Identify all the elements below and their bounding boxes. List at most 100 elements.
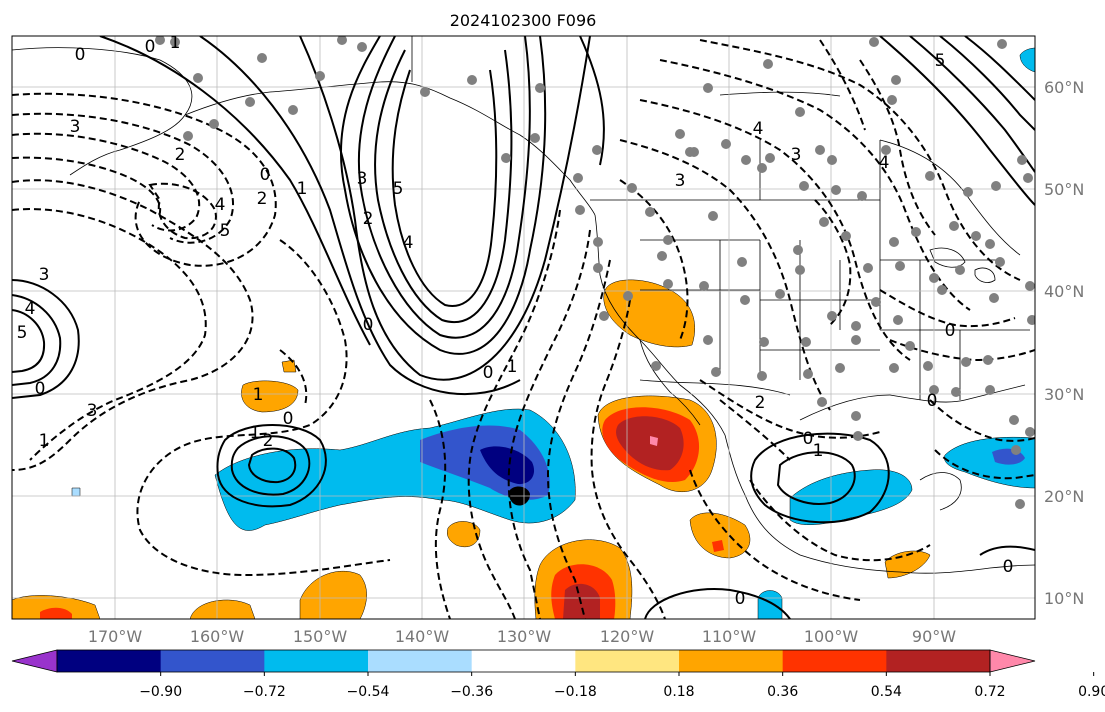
- clab-24: 3: [87, 401, 98, 421]
- contour-high-cp-2: [230, 435, 311, 496]
- colorbar-tick-label: 0.72: [974, 684, 1005, 700]
- contour-high-cp-3: [247, 447, 297, 484]
- anomaly-negative-tiny: [71, 487, 81, 497]
- clab-0: 0: [75, 45, 86, 65]
- contour-trough-3: [546, 259, 611, 619]
- contour-high-mx-2: [776, 451, 856, 505]
- colorbar-tick-label: 0.36: [767, 684, 798, 700]
- contour-low-np-6: [12, 179, 254, 471]
- contour-mx-low-2: [689, 469, 861, 601]
- colorbar-segment: [471, 650, 576, 672]
- coastline-great-lakes: [929, 247, 996, 283]
- clab-7: 0: [260, 165, 271, 185]
- clab-36: 4: [879, 153, 890, 173]
- contour-mx-low-1: [749, 479, 931, 562]
- clab-31: 0: [1003, 557, 1014, 577]
- anomaly-peak-baja: [650, 436, 658, 446]
- clab-10: 3: [357, 169, 368, 189]
- contour-ridge-3: [374, 49, 513, 323]
- map-title: 2024102300 F096: [450, 11, 597, 30]
- map-frame: [11, 35, 1036, 620]
- border-us-mexico: [639, 379, 791, 396]
- anomaly-positive-mexico-core: [712, 540, 724, 552]
- clab-38: 0: [927, 391, 938, 411]
- anomaly-positive-sw2-core: [40, 607, 72, 619]
- colorbar-segment: [886, 650, 991, 672]
- contour-ridge-5: [299, 36, 591, 381]
- colorbar-tick-label: 0.54: [871, 684, 902, 700]
- clab-32: 3: [675, 171, 686, 191]
- graticule: [12, 36, 1035, 619]
- contour-high-west-1: [12, 279, 80, 399]
- lon-label-130w: 130°W: [497, 627, 552, 646]
- contour-us-10: [719, 399, 791, 461]
- lat-label-20: 20°N: [1044, 487, 1084, 506]
- coastline-yucatan: [919, 472, 962, 511]
- clab-25: 0: [283, 409, 294, 429]
- border-states: [640, 200, 1030, 400]
- lon-label-100w: 100°W: [804, 627, 859, 646]
- clab-8: 1: [297, 179, 308, 199]
- coastline-alaska: [12, 47, 596, 216]
- anomaly-positive-sw2: [12, 595, 101, 619]
- clab-34: 5: [935, 51, 946, 71]
- anomaly-negative-small-south: [757, 590, 783, 619]
- colorbar-tick-label: 0.90: [1078, 684, 1105, 700]
- contour-us-4: [699, 39, 1021, 281]
- lon-label-90w: 90°W: [912, 627, 956, 646]
- clab-27: 2: [755, 393, 766, 413]
- contour-ne-2: [909, 36, 1035, 173]
- shaded-anomaly-fields: [12, 47, 1035, 619]
- anomaly-positive-small2: [447, 521, 481, 548]
- clab-2: 1: [170, 33, 181, 53]
- contour-ridge-6: [199, 36, 521, 396]
- contour-south-1: [644, 588, 791, 619]
- contour-high-mx-1: [750, 432, 890, 524]
- contour-ridge-2: [357, 36, 531, 339]
- clab-15: 1: [507, 357, 518, 377]
- colorbar-segment: [368, 650, 473, 672]
- contour-low-np-5: [148, 182, 217, 240]
- anomaly-positive-west: [299, 570, 367, 619]
- lon-label-150w: 150°W: [293, 627, 348, 646]
- contour-us-2: [639, 99, 911, 361]
- contour-low-np-2: [12, 112, 235, 244]
- clab-20: 0: [35, 379, 46, 399]
- lon-label-140w: 140°W: [395, 627, 450, 646]
- lat-label-40: 40°N: [1044, 282, 1084, 301]
- clab-14: 0: [483, 363, 494, 383]
- contour-east-1: [979, 545, 1035, 556]
- clab-4: 2: [175, 145, 186, 165]
- clab-5: 4: [215, 195, 226, 215]
- clab-21: 1: [39, 431, 50, 451]
- clab-17: 3: [39, 265, 50, 285]
- clab-18: 4: [25, 299, 36, 319]
- colorbar-extend-low: [11, 649, 58, 673]
- clab-33: 4: [753, 119, 764, 139]
- clab-9: 2: [257, 189, 268, 209]
- contour-low-np-7: [12, 208, 207, 461]
- colorbar-tick-label: −0.90: [139, 684, 182, 700]
- anomaly-negative-east: [789, 469, 913, 525]
- lat-label-50: 50°N: [1044, 180, 1084, 199]
- clab-6: 5: [220, 221, 231, 241]
- anomaly-positive-small1: [281, 359, 297, 373]
- colorbar-segment: [679, 650, 784, 672]
- contour-ridge-7: [99, 36, 605, 346]
- contour-ne-d2: [819, 39, 866, 131]
- coastline-west: [594, 214, 1035, 574]
- clab-19: 5: [17, 323, 28, 343]
- clab-1: 0: [145, 37, 156, 57]
- lon-label-160w: 160°W: [190, 627, 245, 646]
- clab-11: 5: [393, 179, 404, 199]
- colorbar-extend-high: [989, 649, 1036, 673]
- latitude-axis: 60°N 50°N 40°N 30°N 20°N 10°N: [1044, 78, 1084, 608]
- clab-28: 0: [803, 429, 814, 449]
- lon-label-120w: 120°W: [600, 627, 655, 646]
- anomaly-positive-sw1: [189, 599, 256, 619]
- contour-labels: 0 0 1 3 2 4 5 0 1 2 3 5 4 0 0 1 2 3 4 5: [17, 33, 1014, 609]
- colorbar-tick-label: −0.54: [347, 684, 390, 700]
- clab-3: 3: [70, 117, 81, 137]
- contour-low-np-3: [12, 132, 201, 232]
